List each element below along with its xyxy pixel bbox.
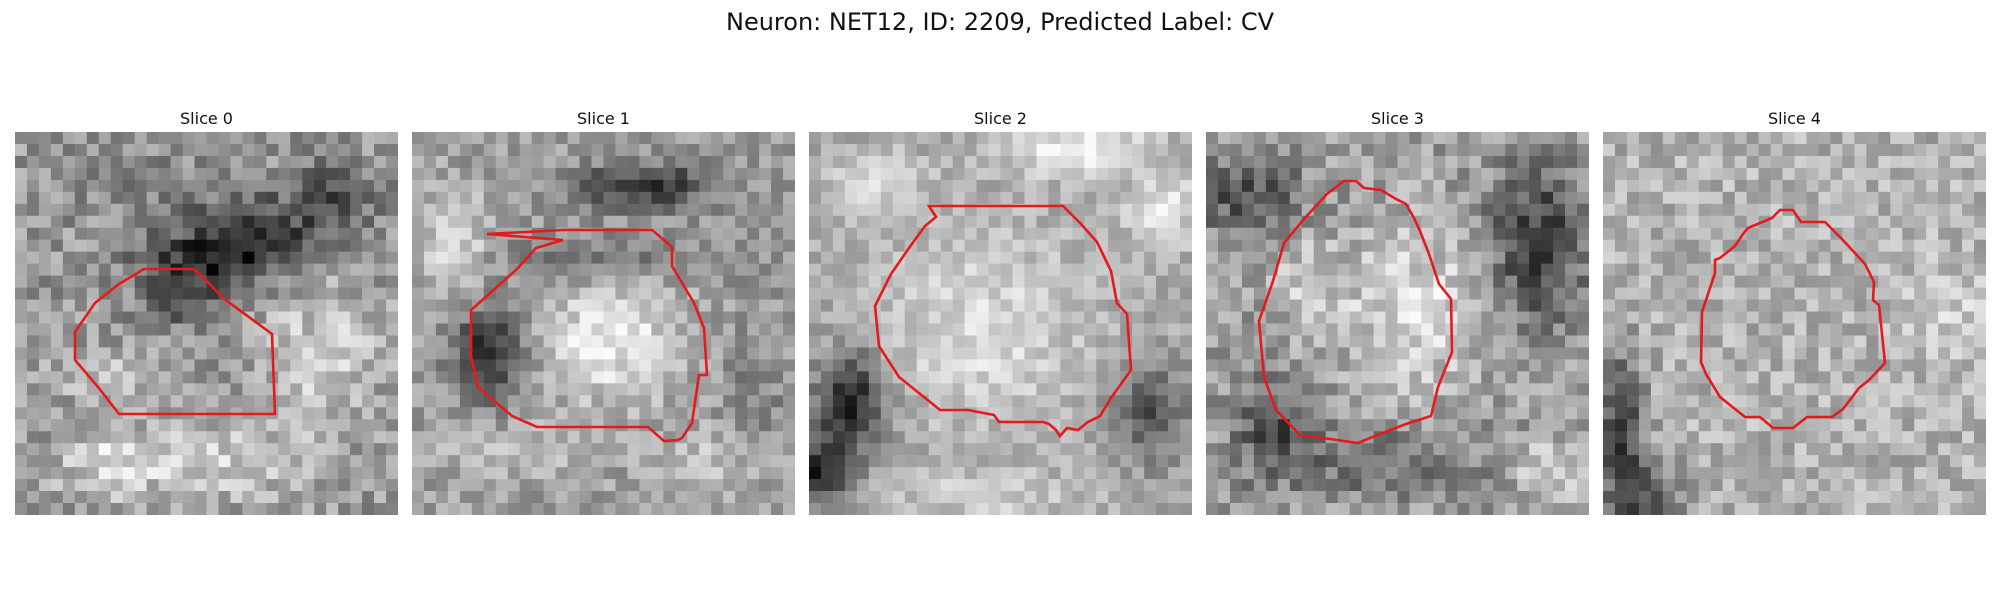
slice-panel-1: Slice 1: [412, 106, 795, 515]
slice-contour-4: [1699, 208, 1887, 430]
slice-pixels-3: [1206, 132, 1589, 515]
slice-title-3: Slice 3: [1371, 109, 1424, 128]
slice-panel-2: Slice 2: [809, 106, 1192, 515]
slice-title-2: Slice 2: [974, 109, 1027, 128]
slice-panel-3: Slice 3: [1206, 106, 1589, 515]
figure-title: Neuron: NET12, ID: 2209, Predicted Label…: [726, 8, 1274, 36]
slice-image-2: [809, 132, 1192, 515]
slice-image-1: [412, 132, 795, 515]
slice-contour-0: [73, 267, 277, 416]
slice-pixels-2: [809, 132, 1192, 515]
slice-pixels-1: [412, 132, 795, 515]
slice-panel-4: Slice 4: [1603, 106, 1986, 515]
slice-image-3: [1206, 132, 1589, 515]
slice-pixels-4: [1603, 132, 1986, 515]
slice-title-4: Slice 4: [1768, 109, 1821, 128]
slice-contour-3: [1257, 179, 1454, 445]
slice-contour-1: [469, 228, 709, 443]
slice-panel-0: Slice 0: [15, 106, 398, 515]
slice-pixels-0: [15, 132, 398, 515]
slice-title-0: Slice 0: [180, 109, 233, 128]
slice-title-1: Slice 1: [577, 109, 630, 128]
slice-image-4: [1603, 132, 1986, 515]
slice-contour-2: [873, 204, 1133, 439]
slice-image-0: [15, 132, 398, 515]
